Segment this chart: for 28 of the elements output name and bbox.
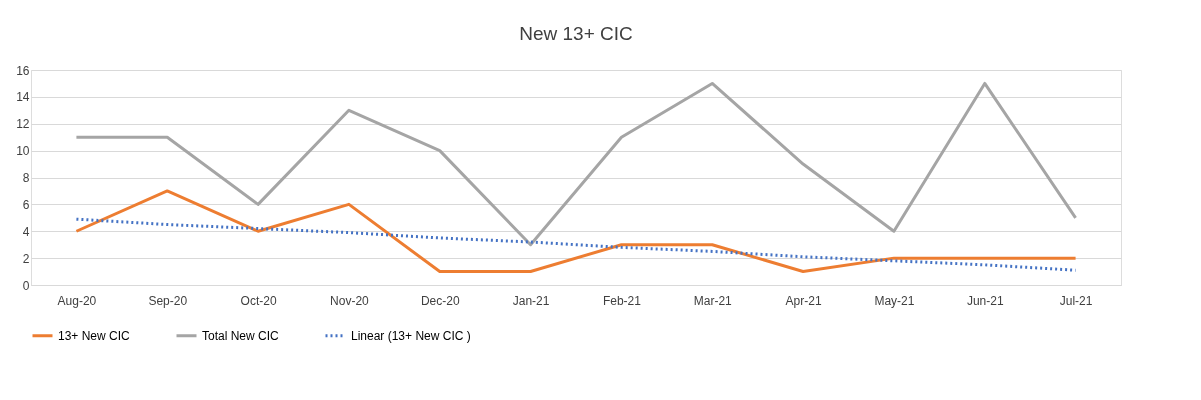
y-tick-label: 12 xyxy=(16,117,30,132)
x-tick-label: Oct-20 xyxy=(240,293,277,308)
x-tick-label: May-21 xyxy=(874,293,915,308)
x-tick-label: Sep-20 xyxy=(148,293,188,308)
line-series xyxy=(74,217,1078,272)
y-tick-label: 16 xyxy=(16,63,30,78)
y-tick-label: 6 xyxy=(22,197,30,212)
line-series xyxy=(74,189,1078,274)
x-tick-label: Feb-21 xyxy=(602,293,642,308)
legend-label: Total New CIC xyxy=(202,328,280,343)
x-tick-label: Dec-20 xyxy=(420,293,460,308)
legend-label: Linear (13+ New CIC ) xyxy=(351,328,471,343)
x-tick-label: Jan-21 xyxy=(512,293,550,308)
y-tick-label: 10 xyxy=(16,144,30,159)
y-tick-label: 2 xyxy=(22,251,30,266)
x-tick-label: Nov-20 xyxy=(330,293,370,308)
y-tick-label: 14 xyxy=(16,90,30,105)
legend-label: 13+ New CIC xyxy=(58,328,131,343)
x-tick-label: Apr-21 xyxy=(785,293,822,308)
y-tick-label: 0 xyxy=(22,278,30,293)
chart-title: New 13+ CIC xyxy=(519,23,633,44)
x-tick-label: Mar-21 xyxy=(693,293,733,308)
y-tick-label: 8 xyxy=(22,171,30,185)
x-tick-label: Jul-21 xyxy=(1059,293,1093,308)
x-tick-label: Aug-20 xyxy=(57,293,97,308)
y-tick-label: 4 xyxy=(22,224,30,239)
line-series xyxy=(74,81,1078,247)
x-tick-label: Jun-21 xyxy=(966,293,1004,308)
